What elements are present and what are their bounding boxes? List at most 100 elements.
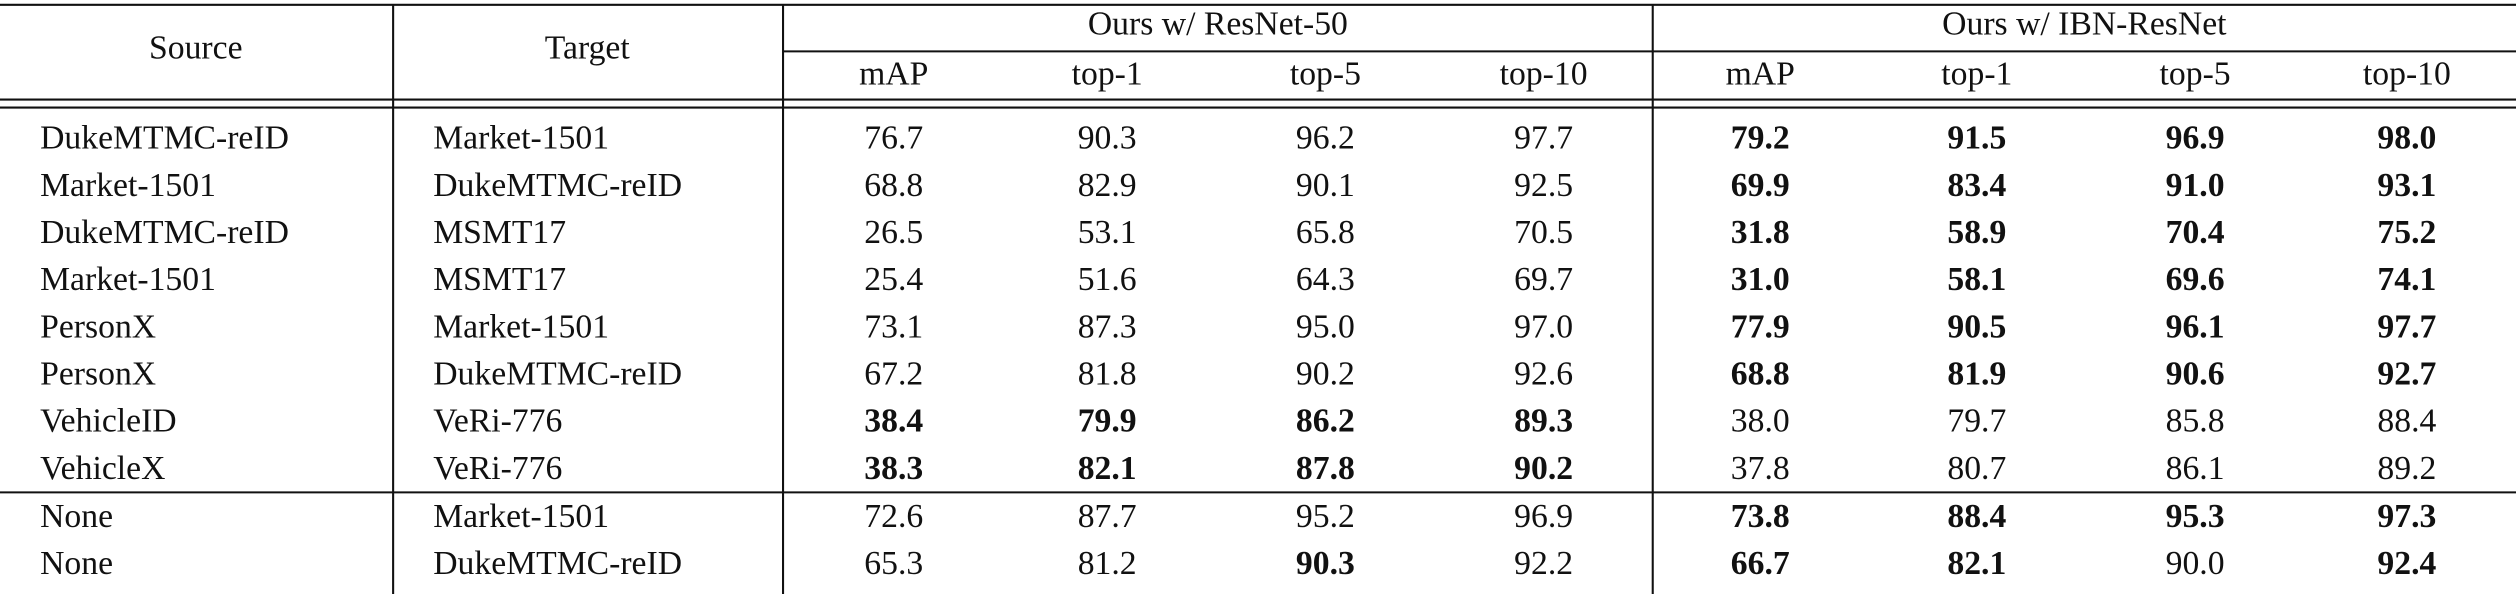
value-cell: 68.8 [1731,356,1790,393]
value-cell: 95.2 [1296,498,1355,535]
value-cell: 25.4 [864,261,923,298]
value-cell: 89.3 [1514,403,1573,440]
value-cell: 98.0 [2377,120,2436,157]
value-cell: 82.9 [1078,167,1137,204]
source-cell: None [40,545,113,582]
source-cell: DukeMTMC-reID [40,120,289,157]
column-header: top-10 [2363,55,2451,92]
source-cell: PersonX [40,308,156,345]
value-cell: 74.1 [2377,261,2436,298]
value-cell: 97.7 [1514,120,1573,157]
value-cell: 90.5 [1947,308,2006,345]
source-cell: VehicleX [40,450,165,487]
value-cell: 90.6 [2166,356,2225,393]
value-cell: 70.4 [2166,214,2225,251]
value-cell: 66.7 [1731,545,1790,582]
value-cell: 72.6 [864,498,923,535]
value-cell: 83.4 [1947,167,2006,204]
value-cell: 90.0 [2166,545,2225,582]
value-cell: 69.9 [1731,167,1790,204]
value-cell: 93.1 [2377,167,2436,204]
value-cell: 86.1 [2166,450,2225,487]
header-source: Source [149,30,243,67]
value-cell: 85.8 [2166,403,2225,440]
value-cell: 97.3 [2377,498,2436,535]
source-cell: Market-1501 [40,261,216,298]
value-cell: 70.5 [1514,214,1573,251]
value-cell: 88.4 [1947,498,2006,535]
value-cell: 69.6 [2166,261,2225,298]
value-cell: 31.0 [1731,261,1790,298]
value-cell: 90.1 [1296,167,1355,204]
column-header: top-10 [1500,55,1588,92]
target-cell: VeRi-776 [433,450,562,487]
value-cell: 79.9 [1078,403,1137,440]
column-header: top-5 [2160,55,2231,92]
value-cell: 77.9 [1731,308,1790,345]
value-cell: 82.1 [1078,450,1137,487]
value-cell: 65.3 [864,545,923,582]
value-cell: 81.9 [1947,356,2006,393]
target-cell: DukeMTMC-reID [433,167,682,204]
value-cell: 58.9 [1947,214,2006,251]
target-cell: DukeMTMC-reID [433,545,682,582]
value-cell: 65.8 [1296,214,1355,251]
value-cell: 95.3 [2166,498,2225,535]
value-cell: 75.2 [2377,214,2436,251]
target-cell: VeRi-776 [433,403,562,440]
value-cell: 96.1 [2166,308,2225,345]
source-cell: Market-1501 [40,167,216,204]
value-cell: 90.3 [1296,545,1355,582]
value-cell: 51.6 [1078,261,1137,298]
value-cell: 86.2 [1296,403,1355,440]
value-cell: 79.7 [1947,403,2006,440]
column-header: top-5 [1290,55,1361,92]
source-cell: VehicleID [40,403,177,440]
value-cell: 87.7 [1078,498,1137,535]
value-cell: 79.2 [1731,120,1790,157]
value-cell: 37.8 [1731,450,1790,487]
value-cell: 26.5 [864,214,923,251]
value-cell: 96.9 [1514,498,1573,535]
target-cell: Market-1501 [433,308,609,345]
target-cell: MSMT17 [433,214,566,251]
value-cell: 97.7 [2377,308,2436,345]
value-cell: 92.7 [2377,356,2436,393]
target-cell: MSMT17 [433,261,566,298]
value-cell: 89.2 [2377,450,2436,487]
value-cell: 67.2 [864,356,923,393]
target-cell: Market-1501 [433,498,609,535]
value-cell: 38.3 [864,450,923,487]
value-cell: 69.7 [1514,261,1573,298]
value-cell: 80.7 [1947,450,2006,487]
value-cell: 92.4 [2377,545,2436,582]
value-cell: 64.3 [1296,261,1355,298]
target-cell: Market-1501 [433,120,609,157]
value-cell: 38.0 [1731,403,1790,440]
column-header: mAP [859,55,928,92]
value-cell: 95.0 [1296,308,1355,345]
value-cell: 91.0 [2166,167,2225,204]
value-cell: 82.1 [1947,545,2006,582]
value-cell: 92.5 [1514,167,1573,204]
column-header: top-1 [1072,55,1143,92]
value-cell: 87.3 [1078,308,1137,345]
value-cell: 91.5 [1947,120,2006,157]
source-cell: DukeMTMC-reID [40,214,289,251]
value-cell: 92.2 [1514,545,1573,582]
column-header: top-1 [1941,55,2012,92]
value-cell: 53.1 [1078,214,1137,251]
group-title: Ours w/ IBN-ResNet [1942,6,2227,43]
value-cell: 90.2 [1514,450,1573,487]
value-cell: 58.1 [1947,261,2006,298]
value-cell: 87.8 [1296,450,1355,487]
value-cell: 88.4 [2377,403,2436,440]
value-cell: 73.8 [1731,498,1790,535]
value-cell: 90.2 [1296,356,1355,393]
value-cell: 38.4 [864,403,923,440]
column-header: mAP [1726,55,1795,92]
value-cell: 97.0 [1514,308,1573,345]
value-cell: 81.8 [1078,356,1137,393]
value-cell: 96.2 [1296,120,1355,157]
